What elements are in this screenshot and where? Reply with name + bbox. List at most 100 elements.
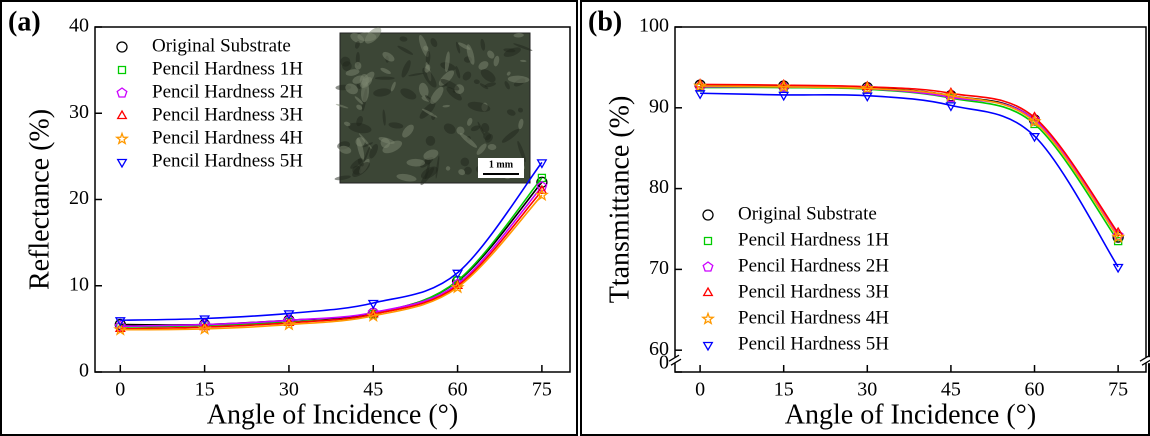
legend-label: Pencil Hardness 2H xyxy=(738,255,889,276)
inset-texture xyxy=(342,61,352,71)
legend-marker xyxy=(702,341,714,352)
y-tick-label: 70 xyxy=(649,257,669,279)
inset-texture xyxy=(354,61,362,70)
inset-texture xyxy=(362,142,373,148)
inset-texture xyxy=(446,86,462,101)
inset-texture xyxy=(513,32,524,38)
data-point xyxy=(1112,226,1124,237)
data-point xyxy=(1111,229,1126,244)
data-point xyxy=(945,102,957,112)
axis-break xyxy=(1139,354,1150,366)
data-point xyxy=(283,310,295,320)
data-point xyxy=(1027,114,1042,128)
legend-marker xyxy=(702,286,714,297)
inset-texture xyxy=(480,69,496,83)
data-point xyxy=(1112,263,1124,274)
data-point xyxy=(537,173,547,183)
inset-texture xyxy=(357,32,377,42)
inset-texture xyxy=(408,72,424,77)
y-tick-label: 0 xyxy=(79,360,89,382)
legend-label: Pencil Hardness 1H xyxy=(152,58,303,79)
inset-texture xyxy=(390,81,396,92)
data-point xyxy=(693,78,708,92)
data-point xyxy=(197,321,212,335)
inset-texture xyxy=(406,158,426,167)
scale-bar-label: 1 mm xyxy=(489,159,514,170)
x-tick-label: 45 xyxy=(363,379,383,401)
panel-frame xyxy=(0,0,578,436)
inset-texture xyxy=(513,43,533,51)
inset-texture xyxy=(455,41,461,54)
data-point xyxy=(694,78,706,88)
data-point xyxy=(450,280,465,294)
legend-label: Original Substrate xyxy=(152,35,291,56)
inset-texture xyxy=(369,143,378,159)
legend-marker xyxy=(116,158,128,169)
inset-texture xyxy=(400,88,417,100)
axis-break-gap xyxy=(670,357,680,364)
x-axis-label: Angle of Incidence (°) xyxy=(207,399,458,430)
plot-frame xyxy=(674,26,1147,373)
panel-frame xyxy=(580,0,1150,436)
legend-label: Pencil Hardness 4H xyxy=(738,307,889,328)
panel-label: (b) xyxy=(588,6,622,37)
inset-texture xyxy=(520,59,527,63)
data-point xyxy=(776,79,791,93)
y-tick-label: 80 xyxy=(649,176,669,198)
data-point xyxy=(536,159,548,169)
inset-texture xyxy=(425,135,436,146)
data-point xyxy=(113,322,128,336)
y-tick-label: 100 xyxy=(639,15,669,37)
legend-marker xyxy=(700,311,716,325)
series-line xyxy=(120,177,543,328)
inset-texture xyxy=(425,162,430,179)
inset-texture xyxy=(382,109,386,126)
x-axis-label: Angle of Incidence (°) xyxy=(785,399,1036,430)
inset-texture xyxy=(418,82,429,98)
inset-texture xyxy=(481,122,490,133)
inset-texture xyxy=(480,38,486,51)
inset-texture xyxy=(382,140,403,154)
series-line xyxy=(700,85,1119,238)
data-point xyxy=(1029,132,1041,143)
inset-texture xyxy=(442,104,450,108)
inset-texture xyxy=(363,146,371,163)
inset-texture xyxy=(506,71,511,76)
axis-break xyxy=(668,354,682,366)
legend-label: Pencil Hardness 4H xyxy=(152,127,303,148)
data-point xyxy=(199,315,211,325)
inset-texture xyxy=(435,155,440,179)
legend-label: Pencil Hardness 1H xyxy=(738,229,889,250)
legend-label: Pencil Hardness 3H xyxy=(152,104,303,125)
inset-texture xyxy=(487,144,497,151)
inset-texture xyxy=(421,108,438,118)
inset-texture xyxy=(361,71,375,86)
inset-texture xyxy=(517,107,523,113)
inset-texture xyxy=(444,51,450,73)
y-tick-label: 90 xyxy=(649,95,669,117)
inset-texture xyxy=(467,117,473,126)
x-tick-label: 75 xyxy=(1108,379,1128,401)
inset-texture xyxy=(345,83,358,95)
data-point xyxy=(860,80,875,95)
legend-marker xyxy=(117,65,127,75)
data-point xyxy=(452,269,464,280)
inset-texture xyxy=(418,34,429,58)
series-line xyxy=(120,186,543,328)
data-point xyxy=(366,308,381,322)
inset-texture xyxy=(445,166,451,171)
x-tick-label: 30 xyxy=(857,379,877,401)
inset-texture xyxy=(443,123,456,134)
data-point xyxy=(534,187,549,202)
inset-texture xyxy=(348,122,372,134)
inset-texture xyxy=(397,45,414,55)
inset-image: 1 mm xyxy=(334,27,533,186)
y-axis-label: Ttansmittance (%) xyxy=(604,96,635,304)
inset-texture xyxy=(396,173,417,182)
inset-texture xyxy=(425,51,431,65)
inset-texture xyxy=(463,166,472,175)
inset-texture xyxy=(484,82,496,88)
data-point xyxy=(778,91,790,102)
inset-texture xyxy=(338,145,352,154)
